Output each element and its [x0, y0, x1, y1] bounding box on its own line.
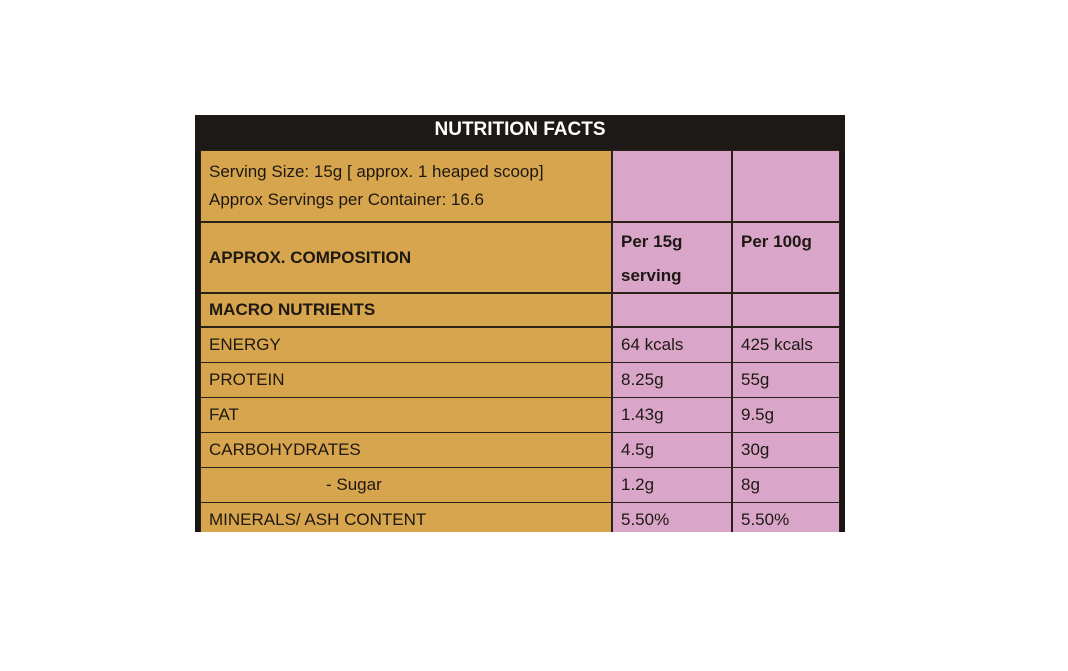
serving-size: Serving Size: 15g [ approx. 1 heaped sco… — [209, 162, 544, 181]
nutrient-value: 8.25g — [612, 362, 732, 398]
nutrient-name: CARBOHYDRATES — [200, 432, 612, 468]
empty-cell — [612, 293, 732, 327]
nutrient-value: 5.50% — [612, 502, 732, 532]
serving-info: Serving Size: 15g [ approx. 1 heaped sco… — [200, 150, 612, 222]
empty-cell — [732, 150, 840, 222]
empty-cell — [612, 150, 732, 222]
nutrient-value: 55g — [732, 362, 840, 398]
serving-servings: Approx Servings per Container: 16.6 — [209, 190, 484, 209]
nutrient-value: 5.50% — [732, 502, 840, 532]
nutrient-name: - Sugar — [200, 467, 612, 503]
nutrient-name: PROTEIN — [200, 362, 612, 398]
nutrient-value: 9.5g — [732, 397, 840, 433]
nutrition-label: NUTRITION FACTS Serving Size: 15g [ appr… — [195, 115, 845, 532]
nutrient-value: 30g — [732, 432, 840, 468]
section-header: MACRO NUTRIENTS — [200, 293, 612, 327]
row-header: APPROX. COMPOSITION — [200, 222, 612, 293]
nutrient-name: MINERALS/ ASH CONTENT — [200, 502, 612, 532]
nutrient-value: 4.5g — [612, 432, 732, 468]
column-header: Per 15g serving — [612, 222, 732, 293]
nutrient-value: 64 kcals — [612, 327, 732, 363]
empty-cell — [732, 293, 840, 327]
nutrient-value: 1.43g — [612, 397, 732, 433]
column-header: Per 100g — [732, 222, 840, 293]
nutrient-value: 425 kcals — [732, 327, 840, 363]
nutrient-value: 8g — [732, 467, 840, 503]
nutrient-name: FAT — [200, 397, 612, 433]
label-title: NUTRITION FACTS — [195, 115, 845, 150]
nutrient-value: 1.2g — [612, 467, 732, 503]
nutrient-name: ENERGY — [200, 327, 612, 363]
